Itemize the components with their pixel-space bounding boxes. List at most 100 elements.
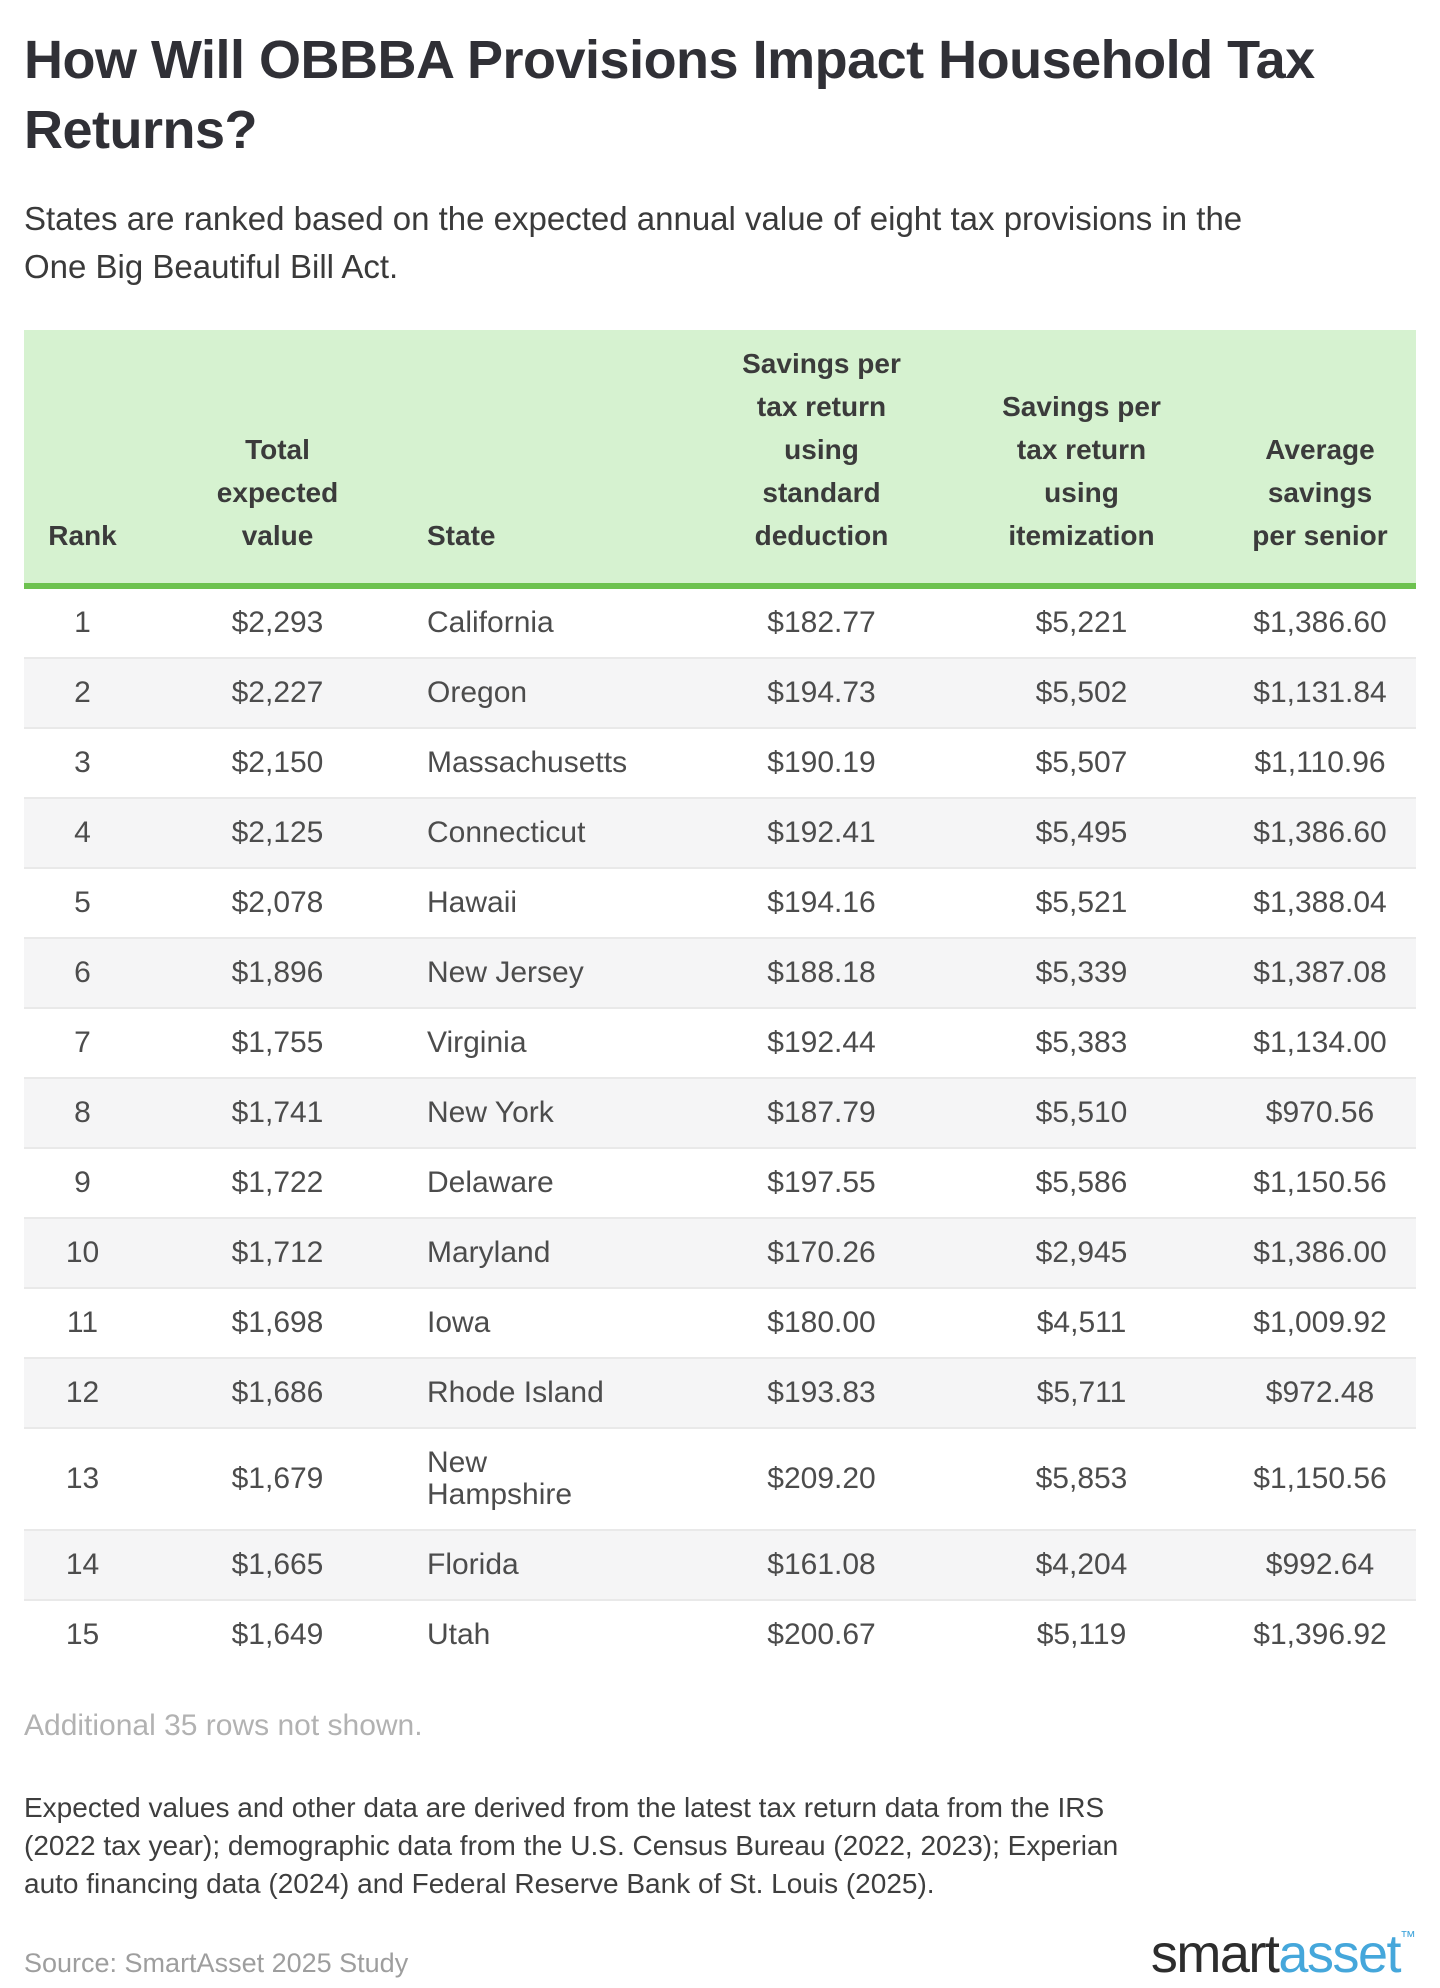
cell-savings-itemization: $2,945 (1035, 1236, 1128, 1269)
cell-rank: 2 (74, 676, 91, 709)
table-row: 2 $2,227 Oregon $194.73 $5,502 $1,131.84 (24, 658, 1416, 728)
table-row: 3 $2,150 Massachusetts $190.19 $5,507 $1… (24, 728, 1416, 798)
cell-savings-standard-deduction: $170.26 (767, 1236, 876, 1269)
cell-savings-itemization: $5,383 (1035, 1026, 1128, 1059)
table-header-row: Rank Total expected value State Savings per… (24, 330, 1416, 589)
table-row: 12 $1,686 Rhode Island $193.83 $5,711 $9… (24, 1358, 1416, 1428)
cell-rank: 8 (74, 1096, 91, 1129)
cell-total-expected-value: $1,896 (231, 956, 324, 989)
cell-state: Rhode Island (427, 1376, 604, 1409)
cell-savings-standard-deduction: $188.18 (767, 956, 876, 989)
cell-rank: 5 (74, 886, 91, 919)
cell-average-savings-senior: $1,009.92 (1253, 1306, 1387, 1339)
cell-savings-itemization: $4,204 (1035, 1548, 1128, 1581)
cell-total-expected-value: $1,665 (231, 1548, 324, 1581)
cell-average-savings-senior: $1,386.60 (1253, 606, 1387, 639)
cell-savings-itemization: $5,711 (1036, 1376, 1127, 1409)
smartasset-logo: smartasset™ (1151, 1923, 1416, 1985)
table-row: 15 $1,649 Utah $200.67 $5,119 $1,396.92 (24, 1600, 1416, 1669)
cell-state: Maryland (427, 1236, 551, 1269)
cell-total-expected-value: $1,755 (231, 1026, 324, 1059)
column-header-rank: Rank (24, 330, 141, 589)
table-row: 1 $2,293 California $182.77 $5,221 $1,38… (24, 586, 1416, 658)
cell-average-savings-senior: $1,387.08 (1253, 956, 1387, 989)
cell-savings-itemization: $5,521 (1035, 886, 1128, 919)
cell-state: Florida (427, 1548, 519, 1581)
cell-state: New Jersey (427, 956, 584, 989)
cell-total-expected-value: $1,741 (231, 1096, 324, 1129)
cell-savings-standard-deduction: $187.79 (767, 1096, 876, 1129)
cell-savings-itemization: $5,221 (1035, 606, 1128, 639)
logo-asset-text: asset (1278, 1924, 1401, 1984)
cell-rank: 7 (74, 1026, 91, 1059)
cell-rank: 6 (74, 956, 91, 989)
cell-savings-itemization: $5,586 (1035, 1166, 1128, 1199)
cell-total-expected-value: $2,150 (231, 746, 324, 779)
cell-average-savings-senior: $1,131.84 (1253, 676, 1387, 709)
source-row: Source: SmartAsset 2025 Study smartasset… (24, 1923, 1416, 1985)
table-row: 13 $1,679 New Hampshire $209.20 $5,853 $… (24, 1428, 1416, 1530)
table-row: 9 $1,722 Delaware $197.55 $5,586 $1,150.… (24, 1148, 1416, 1218)
cell-rank: 1 (74, 606, 91, 639)
cell-average-savings-senior: $972.48 (1265, 1376, 1375, 1409)
rankings-table: Rank Total expected value State Savings per… (24, 330, 1416, 1669)
cell-savings-itemization: $5,339 (1035, 956, 1128, 989)
cell-rank: 10 (65, 1236, 100, 1269)
trademark-symbol: ™ (1400, 1929, 1416, 1946)
cell-state: New York (427, 1096, 554, 1129)
cell-savings-standard-deduction: $209.20 (767, 1462, 876, 1495)
cell-savings-itemization: $5,510 (1035, 1096, 1128, 1129)
cell-savings-standard-deduction: $161.08 (767, 1548, 876, 1581)
cell-savings-standard-deduction: $200.67 (767, 1618, 876, 1651)
cell-state: Delaware (427, 1166, 554, 1199)
cell-state: Massachusetts (427, 746, 628, 779)
cell-average-savings-senior: $992.64 (1265, 1548, 1375, 1581)
cell-total-expected-value: $1,649 (231, 1618, 324, 1651)
cell-rank: 3 (74, 746, 91, 779)
cell-state: Connecticut (427, 816, 586, 849)
cell-average-savings-senior: $1,150.56 (1253, 1166, 1387, 1199)
cell-rank: 15 (65, 1618, 100, 1651)
cell-state: Hawaii (427, 886, 518, 919)
cell-total-expected-value: $2,078 (231, 886, 324, 919)
table-row: 8 $1,741 New York $187.79 $5,510 $970.56 (24, 1078, 1416, 1148)
cell-savings-standard-deduction: $192.44 (767, 1026, 876, 1059)
cell-savings-itemization: $5,507 (1035, 746, 1128, 779)
cell-savings-standard-deduction: $190.19 (767, 746, 876, 779)
cell-rank: 4 (74, 816, 91, 849)
column-header-std: Savings per tax return using standard de… (704, 330, 939, 589)
cell-average-savings-senior: $1,386.60 (1253, 816, 1387, 849)
cell-state: Oregon (427, 676, 528, 709)
cell-savings-standard-deduction: $192.41 (767, 816, 876, 849)
cell-total-expected-value: $1,722 (231, 1166, 324, 1199)
table-row: 11 $1,698 Iowa $180.00 $4,511 $1,009.92 (24, 1288, 1416, 1358)
cell-rank: 12 (65, 1376, 100, 1409)
cell-savings-standard-deduction: $197.55 (767, 1166, 876, 1199)
table-row: 4 $2,125 Connecticut $192.41 $5,495 $1,3… (24, 798, 1416, 868)
cell-savings-itemization: $5,495 (1035, 816, 1128, 849)
cell-savings-standard-deduction: $194.73 (767, 676, 876, 709)
logo-smart-text: smart (1150, 1924, 1280, 1984)
cell-average-savings-senior: $1,110.96 (1254, 746, 1386, 779)
table-row: 6 $1,896 New Jersey $188.18 $5,339 $1,38… (24, 938, 1416, 1008)
table-row: 7 $1,755 Virginia $192.44 $5,383 $1,134.… (24, 1008, 1416, 1078)
infographic: How Will OBBBA Provisions Impact Househo… (0, 25, 1440, 1985)
table-body: 1 $2,293 California $182.77 $5,221 $1,38… (24, 586, 1416, 1669)
cell-state: Utah (427, 1618, 491, 1651)
methodology-note: Expected values and other data are deriv… (24, 1792, 1119, 1899)
column-header-total: Total expected value (141, 330, 414, 589)
cell-average-savings-senior: $970.56 (1265, 1096, 1375, 1129)
cell-total-expected-value: $2,125 (231, 816, 324, 849)
cell-savings-itemization: $4,511 (1036, 1306, 1127, 1339)
cell-savings-itemization: $5,119 (1036, 1618, 1127, 1651)
cell-savings-itemization: $5,853 (1035, 1462, 1128, 1495)
cell-total-expected-value: $2,227 (231, 676, 324, 709)
table-row: 14 $1,665 Florida $161.08 $4,204 $992.64 (24, 1530, 1416, 1600)
cell-state: New Hampshire (427, 1446, 573, 1511)
cell-total-expected-value: $1,679 (231, 1462, 324, 1495)
column-header-item: Savings per tax return using itemization (939, 330, 1224, 589)
additional-rows-note: Additional 35 rows not shown. (24, 1709, 423, 1742)
cell-total-expected-value: $2,293 (231, 606, 324, 639)
table-header: Rank Total expected value State Savings per… (24, 330, 1416, 589)
source-credit: Source: SmartAsset 2025 Study (24, 1948, 409, 1978)
